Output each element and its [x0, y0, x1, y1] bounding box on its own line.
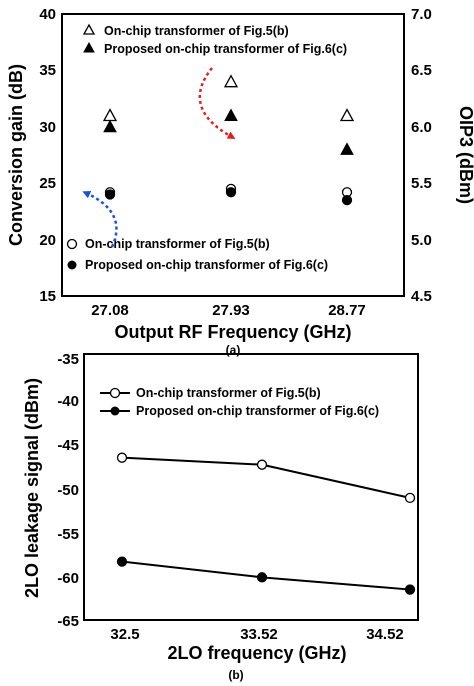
panel-b-ytick-label: -35 [57, 351, 79, 368]
panel-b-series-0-point-2 [404, 492, 416, 504]
panel-b-series-1-point-0 [116, 556, 128, 567]
panel-a-ytick-right-label: 6.0 [411, 119, 432, 136]
panel-b-ytick-label: -65 [57, 613, 79, 630]
panel-a-xtick-label: 27.08 [91, 302, 129, 319]
panel-a-ytick-right-label: 7.0 [411, 6, 432, 23]
panel-a-series-3-point-0 [104, 189, 116, 200]
panel-a-series-0-point-2 [339, 108, 355, 122]
panel-b-series-1-point-1 [256, 572, 268, 583]
panel-a-data-marks [102, 74, 355, 206]
panel-b-ytick-label: -55 [57, 526, 79, 543]
panel-a-ytick-label: 30 [39, 119, 56, 136]
panel-a-y-axis-label: Conversion gain (dB) [6, 64, 26, 246]
legend-label: Proposed on-chip transformer of Fig.6(c) [85, 258, 328, 272]
panel-a-series-1-point-1 [224, 108, 238, 122]
panel-b-ytick-label: -45 [57, 437, 79, 454]
panel-a-y-axis-right-label: OIP3 (dBm) [456, 106, 474, 204]
panel-b-y-ticks: -35 -40 -45 -50 -55 -60 -65 [57, 351, 79, 630]
panel-a-blue-arrow [82, 191, 118, 248]
panel-b-series-0-point-0 [116, 452, 128, 463]
panel-b-ytick-label: -40 [57, 393, 79, 410]
panel-a-right-ticks: 4.5 5.0 5.5 6.0 6.5 7.0 [411, 6, 432, 305]
panel-b-series-0-point-1 [256, 459, 268, 470]
panel-a-xtick-label: 28.77 [328, 302, 366, 319]
legend-label: Proposed on-chip transformer of Fig.6(c) [136, 404, 379, 418]
legend-label: On-chip transformer of Fig.5(b) [104, 24, 289, 38]
legend-label: On-chip transformer of Fig.5(b) [85, 237, 270, 251]
panel-a-ytick-label: 40 [39, 6, 56, 23]
panel-a-series-1-point-2 [340, 142, 354, 155]
panel-b-ytick-label: -50 [57, 482, 79, 499]
panel-a: 15 20 25 30 35 40 4.5 5.0 5.5 6.0 6.5 7.… [6, 6, 474, 357]
panel-b-caption: (b) [228, 668, 243, 682]
panel-b-xtick-label: 33.52 [240, 626, 278, 643]
panel-b-ytick-label: -60 [57, 570, 79, 587]
panel-a-series-1-point-0 [103, 119, 117, 133]
panel-a-series-3-point-1 [225, 187, 237, 198]
legend-marker-circle-open [66, 238, 78, 250]
legend-marker-circle-open [109, 387, 121, 399]
panel-a-legend-bottom: On-chip transformer of Fig.5(b) Proposed… [66, 237, 328, 272]
panel-a-frame [61, 13, 405, 297]
panel-a-ytick-right-label: 5.5 [411, 175, 432, 192]
panel-a-ytick-label: 20 [39, 232, 56, 249]
panel-b-xtick-label: 32.5 [110, 626, 139, 643]
legend-marker-circle-filled [110, 406, 120, 416]
panel-a-ytick-label: 15 [39, 288, 56, 305]
panel-a-series-0-point-1 [223, 74, 239, 88]
legend-marker-triangle-filled [83, 41, 95, 53]
panel-b: -35 -40 -45 -50 -55 -60 -65 32.5 33.52 3… [22, 351, 419, 682]
panel-a-legend-top: On-chip transformer of Fig.5(b) Proposed… [82, 23, 347, 56]
legend-label: Proposed on-chip transformer of Fig.6(c) [104, 42, 347, 56]
panel-a-xtick-label: 27.93 [212, 302, 250, 319]
panel-a-ytick-label: 25 [39, 175, 56, 192]
panel-a-series-3-point-2 [341, 194, 353, 206]
panel-a-ytick-right-label: 5.0 [411, 232, 432, 249]
panel-a-x-ticks: 27.08 27.93 28.77 [91, 302, 366, 319]
panel-b-x-ticks: 32.5 33.52 34.52 [110, 626, 403, 643]
panel-b-x-axis-label: 2LO frequency (GHz) [167, 643, 346, 663]
panel-b-xtick-label: 34.52 [366, 626, 404, 643]
panel-a-left-ticks: 15 20 25 30 35 40 [39, 6, 56, 305]
panel-a-ytick-right-label: 4.5 [411, 288, 432, 305]
panel-a-ytick-label: 35 [39, 62, 56, 79]
legend-marker-triangle-open [82, 23, 96, 35]
panel-a-ytick-right-label: 6.5 [411, 62, 432, 79]
panel-a-x-axis-label: Output RF Frequency (GHz) [115, 322, 352, 342]
panel-b-legend: On-chip transformer of Fig.5(b) Proposed… [100, 386, 379, 418]
panel-b-data-marks [116, 452, 416, 595]
panel-a-red-arrow [198, 67, 236, 139]
legend-label: On-chip transformer of Fig.5(b) [136, 386, 321, 400]
panel-b-series-1-point-2 [404, 584, 416, 595]
legend-marker-circle-filled [67, 260, 77, 270]
panel-b-y-axis-label: 2LO leakage signal (dBm) [22, 378, 42, 598]
panel-a-series-0-point-0 [102, 108, 118, 122]
panel-b-frame [83, 353, 419, 621]
